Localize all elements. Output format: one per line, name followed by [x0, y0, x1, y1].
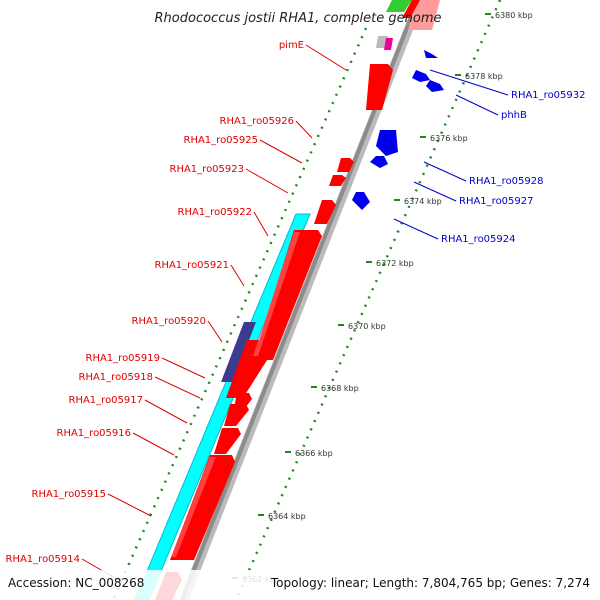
gene-phhb: [426, 80, 444, 92]
scale-label: 6366 kbp: [295, 449, 333, 458]
label-leader: [295, 120, 313, 139]
label-leader: [305, 44, 347, 71]
cyan-feature-band: [134, 213, 311, 600]
label-leader: [413, 181, 457, 202]
dark-feature-band: [221, 322, 256, 382]
label-leader: [107, 493, 152, 517]
label-leader: [423, 161, 467, 182]
scale-label: 6364 kbp: [268, 512, 306, 521]
gene-highlight: [171, 457, 216, 557]
scale-label: 6380 kbp: [495, 11, 533, 20]
label-leader: [253, 211, 269, 237]
gene-rha1_ro05928-b: [370, 156, 388, 168]
forward-gene-labels: pimE RHA1_ro05926 RHA1_ro05925 RHA1_ro05923…: [6, 40, 347, 583]
reverse-gene-label: RHA1_ro05924: [441, 234, 516, 245]
forward-gene-label: RHA1_ro05916: [57, 428, 132, 439]
gene-pime: [366, 64, 393, 110]
gene-rha1_ro05928: [376, 130, 398, 156]
reverse-gene-label: RHA1_ro05932: [511, 90, 586, 101]
label-leader: [455, 94, 499, 116]
gene-rha1_ro05932: [424, 50, 438, 58]
scale-label: 6378 kbp: [465, 72, 503, 81]
left-dotted-track: [111, 27, 368, 600]
top-red-feature: [402, 0, 420, 18]
scale-label: 6372 kbp: [376, 259, 414, 268]
gene-rha1_ro05932-b: [412, 70, 430, 82]
forward-gene-label: RHA1_ro05926: [220, 116, 295, 127]
accession-text: Accession: NC_008268: [8, 576, 144, 590]
label-leader: [230, 264, 245, 287]
reverse-gene-labels: RHA1_ro05932 phhB RHA1_ro05928 RHA1_ro05927…: [393, 69, 586, 245]
reverse-gene-label: RHA1_ro05928: [469, 176, 544, 187]
gene-rha1_ro05917: [224, 404, 249, 426]
forward-gene-label: RHA1_ro05917: [69, 395, 144, 406]
top-green-feature: [386, 0, 412, 12]
gene-rha1_ro05919: [226, 340, 276, 398]
label-leader: [161, 357, 206, 379]
map-title: Rhodococcus jostii RHA1, complete genome: [155, 11, 442, 26]
label-leader: [144, 399, 188, 424]
gene-rha1_ro05921: [253, 230, 322, 360]
forward-gene-label: RHA1_ro05914: [6, 554, 81, 565]
summary-text: Topology: linear; Length: 7,804,765 bp; …: [270, 576, 590, 590]
label-leader: [207, 320, 223, 343]
gene-rha1_ro05925: [337, 158, 354, 172]
forward-gene-label: RHA1_ro05923: [170, 164, 245, 175]
label-leader: [154, 376, 201, 399]
forward-gene-label: RHA1_ro05920: [132, 316, 207, 327]
forward-gene-track: [155, 64, 394, 600]
gene-rha1_ro05916: [214, 428, 241, 454]
magenta-feature: [384, 38, 393, 50]
forward-gene-label: RHA1_ro05922: [178, 207, 253, 218]
scale-label: 6368 kbp: [321, 384, 359, 393]
scale-label: 6374 kbp: [404, 197, 442, 206]
label-leader: [132, 432, 175, 456]
forward-gene-label: RHA1_ro05925: [184, 135, 259, 146]
gene-rha1_ro05922: [314, 200, 336, 224]
scale-label: 6370 kbp: [348, 322, 386, 331]
label-leader: [259, 139, 303, 164]
label-leader: [393, 218, 439, 240]
forward-gene-label: RHA1_ro05921: [155, 260, 230, 271]
forward-gene-label: RHA1_ro05919: [86, 353, 161, 364]
reverse-gene-track: [352, 50, 444, 210]
gene-highlight: [253, 232, 300, 356]
right-dotted-track: [234, 0, 502, 600]
scale-label: 6376 kbp: [430, 134, 468, 143]
gene-rha1_ro05924: [352, 192, 370, 210]
gene-rha1_ro05915: [170, 455, 235, 560]
label-leader: [245, 168, 289, 194]
forward-gene-label: RHA1_ro05918: [79, 372, 154, 383]
reverse-gene-label: phhB: [501, 110, 527, 121]
reverse-gene-label: RHA1_ro05927: [459, 196, 534, 207]
label-leader: [429, 69, 509, 96]
forward-gene-label: RHA1_ro05915: [32, 489, 107, 500]
gene-rha1_ro05923: [329, 175, 346, 186]
forward-gene-label: pimE: [279, 40, 304, 51]
top-pink-feature: [408, 0, 440, 30]
